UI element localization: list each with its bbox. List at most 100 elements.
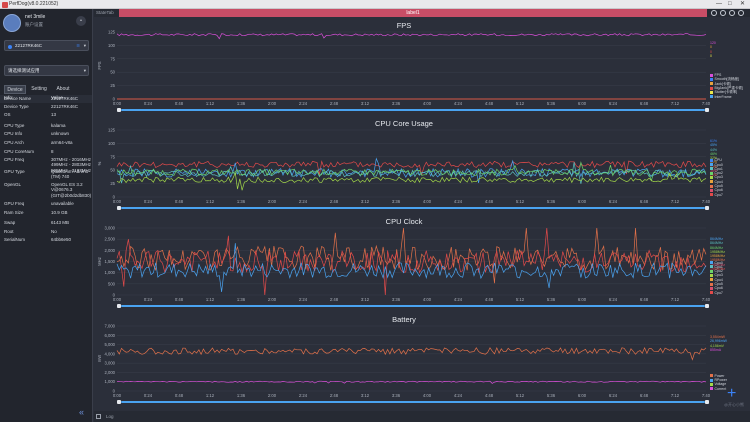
current-value: 120 — [710, 41, 716, 45]
user-menu-button[interactable]: • — [76, 16, 86, 26]
legend-item[interactable]: Power — [710, 374, 727, 378]
y-tick-label: 7,000 — [105, 324, 116, 329]
legend-item[interactable]: Cpu2 — [710, 171, 723, 175]
legend-item[interactable]: Cpu7 — [710, 291, 723, 295]
legend-item[interactable]: Cpu3 — [710, 273, 723, 277]
legend-label: Cpu2 — [714, 171, 723, 176]
x-tick-label: 6:24 — [609, 297, 618, 302]
legend-item[interactable]: CPU — [710, 158, 723, 162]
legend-item[interactable]: Voltage — [710, 382, 727, 386]
x-tick-label: 6:24 — [609, 393, 618, 398]
chart-title: CPU Core Usage — [375, 119, 433, 128]
scrollbar-handle-right[interactable] — [705, 206, 709, 210]
maximize-button[interactable]: □ — [728, 1, 732, 7]
legend-item[interactable]: Smooth[流畅度] — [710, 77, 743, 81]
scrollbar-handle-right[interactable] — [705, 400, 709, 404]
window-title: PerfDog(v8.0.221052) — [9, 1, 59, 7]
current-value: 0 — [710, 45, 712, 50]
legend-item[interactable]: Current — [710, 387, 727, 391]
y-axis-label: FPS — [97, 61, 102, 69]
chart-svg: 125 100 75 50 25 0 FPS 0:00 0:24 0:48 1:12 1:36 2:00… — [97, 30, 711, 107]
current-value: 38% — [710, 169, 718, 174]
location-icon[interactable] — [720, 9, 726, 16]
device-select[interactable]: 22127RK46C ≋ ▾ — [4, 40, 89, 51]
info-key: OS — [4, 112, 11, 117]
legend-item[interactable]: Cpu4 — [710, 278, 723, 282]
x-tick-label: 2:00 — [268, 101, 277, 106]
cloud-icon[interactable] — [738, 9, 744, 16]
legend-item[interactable]: Cpu0 — [710, 163, 723, 167]
scrollbar-handle-left[interactable] — [117, 304, 121, 308]
x-tick-label: 4:00 — [423, 101, 432, 106]
x-tick-label: 3:12 — [361, 297, 370, 302]
x-tick-label: 1:12 — [206, 297, 215, 302]
x-tick-label: 4:48 — [485, 199, 494, 204]
tab-setting[interactable]: Setting — [31, 86, 47, 92]
legend-item[interactable]: Stutter[卡顿率] — [710, 90, 743, 94]
legend-label: Cpu4 — [714, 179, 723, 184]
legend-swatch — [710, 73, 713, 77]
legend-item[interactable]: Cpu0 — [710, 261, 723, 265]
collapse-sidebar-icon[interactable]: « — [79, 407, 85, 417]
state-tab[interactable]: StateTab — [96, 10, 114, 15]
legend-item[interactable]: Cpu2 — [710, 269, 723, 273]
chevron-down-icon: ▾ — [83, 68, 86, 73]
tab-about[interactable]: About — [56, 86, 70, 92]
info-value: 22127RK46C — [51, 96, 79, 101]
legend-item[interactable]: InterFrame — [710, 95, 743, 99]
info-value: arm64-v8a — [51, 140, 73, 145]
legend-swatch — [710, 184, 713, 188]
tab-device[interactable]: Device — [4, 85, 26, 94]
x-tick-label: 6:48 — [640, 393, 649, 398]
legend-item[interactable]: Cpu5 — [710, 184, 723, 188]
chart-cpu-clock: CPU Clock 3,000 2,500 2,000 1,500 1,000 500 0 MH… — [94, 215, 750, 315]
timeline-scrollbar[interactable] — [117, 400, 709, 404]
app-select[interactable]: 请选择测试应用 ▾ — [4, 65, 89, 76]
scrollbar-handle-left[interactable] — [117, 108, 121, 112]
legend-item[interactable]: RPower — [710, 378, 727, 382]
close-button[interactable]: ✕ — [740, 1, 746, 7]
x-tick-label: 1:36 — [237, 393, 246, 398]
x-tick-label: 1:36 — [237, 199, 246, 204]
legend-label: CPU — [714, 158, 722, 163]
scrollbar-handle-left[interactable] — [117, 400, 121, 404]
settings-icon[interactable] — [711, 9, 717, 16]
legend-label: Power — [714, 373, 725, 378]
legend-item[interactable]: Cpu6 — [710, 188, 723, 192]
log-checkbox[interactable] — [96, 414, 101, 419]
legend-item[interactable]: Cpu1 — [710, 265, 723, 269]
minimize-button[interactable]: — — [716, 1, 722, 7]
x-tick-label: 5:36 — [547, 297, 556, 302]
legend-label: RPower — [714, 378, 727, 383]
scrollbar-track[interactable] — [121, 207, 705, 209]
legend-item[interactable]: Cpu4 — [710, 180, 723, 184]
legend-item[interactable]: Cpu5 — [710, 282, 723, 286]
folder-icon[interactable] — [729, 9, 735, 16]
scrollbar-track[interactable] — [121, 401, 705, 403]
legend-swatch — [710, 269, 713, 273]
timeline-scrollbar[interactable] — [117, 108, 709, 112]
info-table-header: Info Value — [0, 95, 92, 103]
scrollbar-handle-right[interactable] — [705, 108, 709, 112]
current-values: 864MHz 864MHz 864MHz 1958MHz 1958MHz 1958MHz 1… — [710, 237, 725, 271]
legend-item[interactable]: FPS — [710, 73, 743, 77]
x-tick-label: 7:40 — [702, 101, 711, 106]
scrollbar-track[interactable] — [121, 109, 705, 111]
add-chart-button[interactable]: + — [727, 385, 737, 402]
legend-label: Cpu3 — [714, 175, 723, 180]
timeline-scrollbar[interactable] — [117, 206, 709, 210]
scrollbar-handle-left[interactable] — [117, 206, 121, 210]
legend-item[interactable]: Cpu6 — [710, 286, 723, 290]
avatar[interactable] — [3, 14, 21, 32]
legend-item[interactable]: Jank[卡顿] — [710, 82, 743, 86]
legend-item[interactable]: Cpu3 — [710, 175, 723, 179]
timeline-scrollbar[interactable] — [117, 304, 709, 308]
x-tick-label: 2:24 — [299, 101, 308, 106]
legend-item[interactable]: BigJank[严重卡顿] — [710, 86, 743, 90]
legend-item[interactable]: Cpu7 — [710, 193, 723, 197]
legend-item[interactable]: Cpu1 — [710, 167, 723, 171]
sidebar: net 3mile 账户设置 • 22127RK46C ≋ ▾ 请选择测试应用 … — [0, 9, 93, 422]
scrollbar-handle-right[interactable] — [705, 304, 709, 308]
account-settings-link[interactable]: 账户设置 — [25, 22, 43, 27]
scrollbar-track[interactable] — [121, 305, 705, 307]
